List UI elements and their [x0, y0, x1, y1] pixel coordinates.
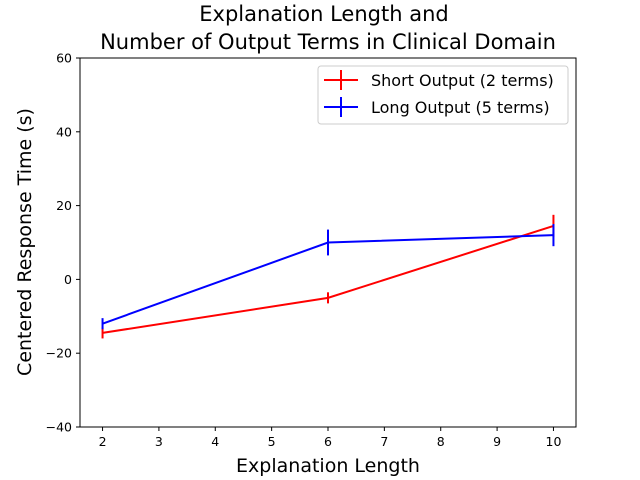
axis-ticks: 2 3 4 5 6 7 8 9 10 −40 −20 0 20 40 60	[46, 51, 562, 450]
x-tick-label: 6	[324, 434, 332, 449]
x-tick-label: 7	[380, 434, 388, 449]
x-tick-label: 10	[546, 434, 562, 449]
y-tick-label: 20	[56, 198, 72, 213]
x-tick-label: 8	[437, 434, 445, 449]
y-tick-label: −40	[46, 420, 72, 435]
legend-entry-short: Short Output (2 terms)	[324, 70, 554, 90]
x-tick-label: 5	[268, 434, 276, 449]
plot-area-frame	[79, 57, 577, 428]
legend-box	[317, 65, 569, 125]
x-tick-label: 4	[211, 434, 219, 449]
legend: Short Output (2 terms) Long Output (5 te…	[317, 65, 569, 125]
x-axis-label: Explanation Length	[236, 455, 420, 477]
y-tick-label: 60	[56, 51, 72, 66]
x-tick-label: 3	[155, 434, 163, 449]
series-group	[101, 214, 555, 339]
x-tick-label: 2	[99, 434, 107, 449]
legend-entry-long: Long Output (5 terms)	[324, 97, 550, 117]
legend-label-long: Long Output (5 terms)	[371, 98, 550, 117]
y-axis-label: Centered Response Time (s)	[14, 108, 36, 376]
y-tick-label: 40	[56, 124, 72, 139]
y-tick-label: −20	[46, 346, 72, 361]
chart-title-line2: Number of Output Terms in Clinical Domai…	[100, 30, 556, 54]
chart-title-line1: Explanation Length and	[199, 2, 448, 26]
legend-label-short: Short Output (2 terms)	[371, 71, 554, 90]
x-tick-label: 9	[493, 434, 501, 449]
y-tick-label: 0	[64, 272, 72, 287]
series-long	[101, 224, 555, 330]
